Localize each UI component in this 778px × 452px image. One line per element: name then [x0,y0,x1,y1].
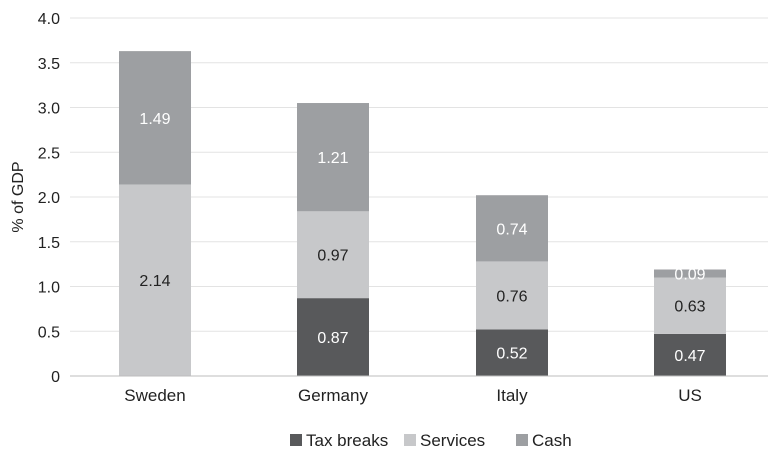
data-label: 0.52 [496,346,527,363]
legend-swatch [290,434,302,446]
data-label: 0.74 [496,221,527,238]
y-axis-title: % of GDP [10,161,27,232]
y-tick-label: 4.0 [38,11,60,28]
data-label: 0.97 [317,248,348,265]
legend-swatch [404,434,416,446]
data-label: 1.21 [317,150,348,167]
bar-segment-services [119,184,191,376]
bar-segment-tax-breaks [476,329,548,376]
data-label: 0.47 [674,348,705,365]
y-tick-label: 0 [51,369,60,386]
x-category-label: US [678,386,702,405]
bar-segment-services [654,277,726,334]
bar-segment-tax-breaks [297,298,369,376]
x-category-label: Italy [496,386,528,405]
bar-segment-services [476,261,548,330]
bar-segment-cash [654,269,726,278]
data-label: 1.49 [139,111,170,128]
data-label: 0.09 [674,267,705,284]
legend-label: Tax breaks [306,431,388,450]
data-label: 0.87 [317,330,348,347]
bar-segment-cash [476,195,548,262]
data-labels: 2.14 1.49 0.87 0.97 1.21 0.52 0.76 0.74 0.47 0.63… [139,111,705,365]
data-label: 0.76 [496,288,527,305]
bars [119,51,726,376]
bar-segment-cash [119,51,191,185]
y-tick-label: 2.0 [38,190,60,207]
bar-segment-cash [297,103,369,212]
x-category-label: Sweden [124,386,185,405]
legend-item-tax-breaks: Tax breaks [290,431,388,450]
x-axis-categories: Sweden Germany Italy US [124,386,702,405]
legend-swatch [516,434,528,446]
y-tick-label: 2.5 [38,145,60,162]
legend: Tax breaks Services Cash [290,431,572,450]
y-tick-label: 1.5 [38,235,60,252]
y-tick-label: 1.0 [38,280,60,297]
legend-item-cash: Cash [516,431,572,450]
y-tick-label: 3.5 [38,56,60,73]
legend-label: Services [420,431,485,450]
data-label: 2.14 [139,273,170,290]
x-category-label: Germany [298,386,368,405]
y-axis-ticks: 0 0.5 1.0 1.5 2.0 2.5 3.0 3.5 4.0 [38,11,60,386]
y-tick-label: 3.0 [38,101,60,118]
data-label: 0.63 [674,299,705,316]
y-tick-label: 0.5 [38,324,60,341]
bar-segment-services [297,211,369,299]
legend-label: Cash [532,431,572,450]
legend-item-services: Services [404,431,485,450]
bar-segment-tax-breaks [654,333,726,376]
